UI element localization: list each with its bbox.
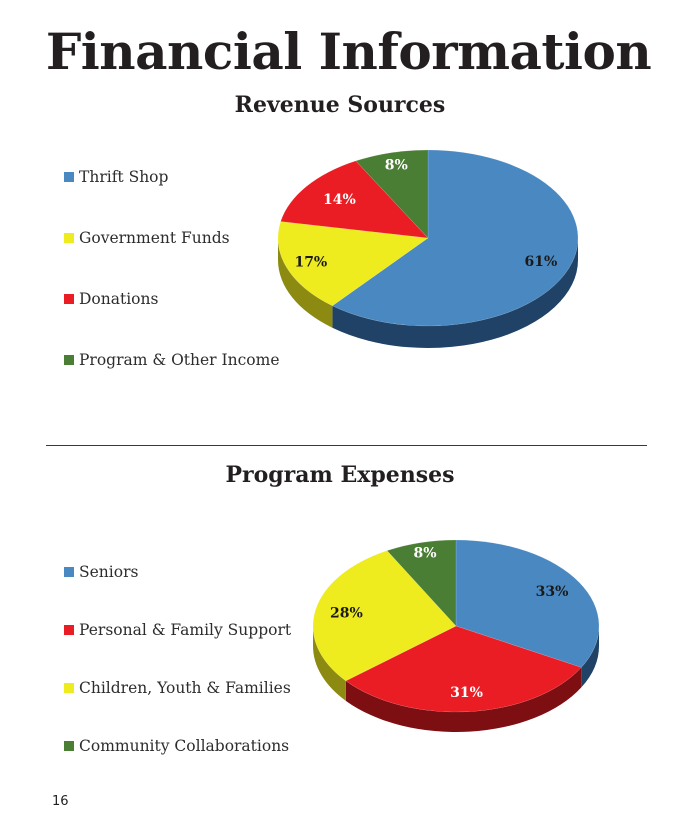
revenue-chart-title: Revenue Sources [234, 92, 446, 118]
legend-item-seniors: Seniors [64, 563, 138, 581]
pie-label-government-funds: 17% [294, 255, 327, 271]
legend-item-government-funds: Government Funds [64, 229, 230, 247]
legend-swatch [64, 233, 74, 243]
legend-swatch [64, 355, 74, 365]
legend-swatch [64, 625, 74, 635]
legend-label: Donations [79, 290, 159, 308]
legend-label: Personal & Family Support [79, 621, 292, 639]
pie-slice-program-other-income [355, 149, 429, 239]
page-number: 16 [52, 794, 69, 809]
legend-swatch [64, 567, 74, 577]
legend-item-thrift-shop: Thrift Shop [64, 168, 168, 186]
pie-slice-thrift-shop [331, 149, 579, 327]
section-divider [46, 445, 647, 446]
legend-label: Thrift Shop [79, 168, 169, 186]
pie-label-thrift-shop: 61% [525, 254, 558, 270]
pie-side-walls [278, 238, 578, 348]
legend-swatch [64, 683, 74, 693]
pie-side-thrift-shop [332, 238, 578, 348]
legend-item-community-collaborations: Community Collaborations [64, 737, 289, 755]
pie-slices [277, 149, 579, 327]
expenses-chart-title: Program Expenses [225, 462, 455, 488]
page-title: Financial Information [45, 22, 652, 81]
legend-label: Children, Youth & Families [79, 679, 291, 697]
legend-item-donations: Donations [64, 290, 158, 308]
legend-label: Seniors [79, 563, 139, 581]
legend-swatch [64, 741, 74, 751]
legend-swatch [64, 294, 74, 304]
legend-label: Government Funds [79, 229, 230, 247]
legend-item-children-youth-families: Children, Youth & Families [64, 679, 291, 697]
legend-item-personal-family-support: Personal & Family Support [64, 621, 291, 639]
legend-label: Community Collaborations [79, 737, 290, 755]
legend-item-program-other-income: Program & Other Income [64, 351, 280, 369]
pie-slice-government-funds [277, 221, 429, 307]
pie-label-donations: 14% [323, 192, 356, 208]
pie-label-program-other-income: 8% [385, 158, 408, 174]
legend-label: Program & Other Income [79, 351, 280, 369]
pie-slice-donations [280, 160, 429, 239]
pie-side-government-funds [278, 238, 333, 328]
legend-swatch [64, 172, 74, 182]
pie-value-labels: 61% 17% 14% 8% [294, 158, 557, 271]
